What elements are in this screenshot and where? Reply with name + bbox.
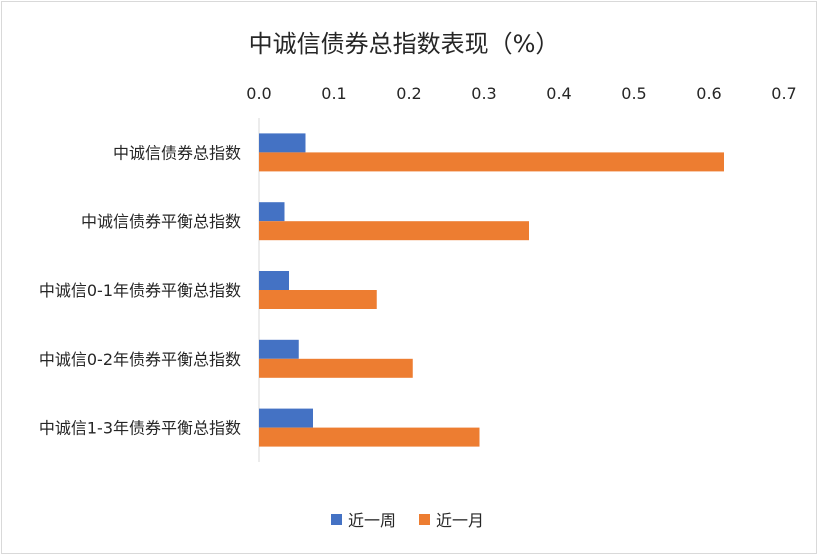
legend-label-week: 近一周 — [348, 511, 396, 530]
x-tick-label: 0.1 — [321, 84, 346, 103]
bar-week-0 — [259, 133, 306, 153]
bar-month-1 — [259, 221, 529, 241]
x-tick-label: 0.3 — [471, 84, 496, 103]
bar-month-0 — [259, 152, 724, 172]
category-label: 中诚信1-3年债券平衡总指数 — [39, 419, 241, 438]
category-label: 中诚信债券平衡总指数 — [81, 212, 241, 231]
bars — [259, 133, 724, 447]
x-tick-label: 0.6 — [696, 84, 721, 103]
bar-month-4 — [259, 427, 480, 447]
bar-month-3 — [259, 358, 413, 378]
category-label: 中诚信债券总指数 — [113, 143, 241, 162]
bar-month-2 — [259, 290, 377, 309]
x-tick-label: 0.2 — [396, 84, 421, 103]
legend: 近一周 近一月 — [331, 511, 484, 530]
bar-week-2 — [259, 271, 289, 290]
category-labels: 中诚信债券总指数中诚信债券平衡总指数中诚信0-1年债券平衡总指数中诚信0-2年债… — [39, 143, 241, 437]
x-tick-label: 0.0 — [246, 84, 271, 103]
chart-title: 中诚信债券总指数表现（%） — [249, 30, 560, 58]
x-tick-label: 0.4 — [546, 84, 571, 103]
legend-label-month: 近一月 — [436, 511, 484, 530]
x-tick-label: 0.7 — [771, 84, 796, 103]
category-label: 中诚信0-2年债券平衡总指数 — [39, 350, 241, 369]
bar-week-4 — [259, 408, 313, 428]
category-label: 中诚信0-1年债券平衡总指数 — [39, 281, 241, 300]
legend-swatch-week — [331, 514, 342, 525]
x-axis-ticks: 0.0 0.1 0.2 0.3 0.4 0.5 0.6 0.7 — [246, 84, 796, 103]
legend-swatch-month — [419, 514, 430, 525]
bar-week-3 — [259, 339, 299, 359]
bar-week-1 — [259, 202, 285, 222]
x-tick-label: 0.5 — [621, 84, 646, 103]
